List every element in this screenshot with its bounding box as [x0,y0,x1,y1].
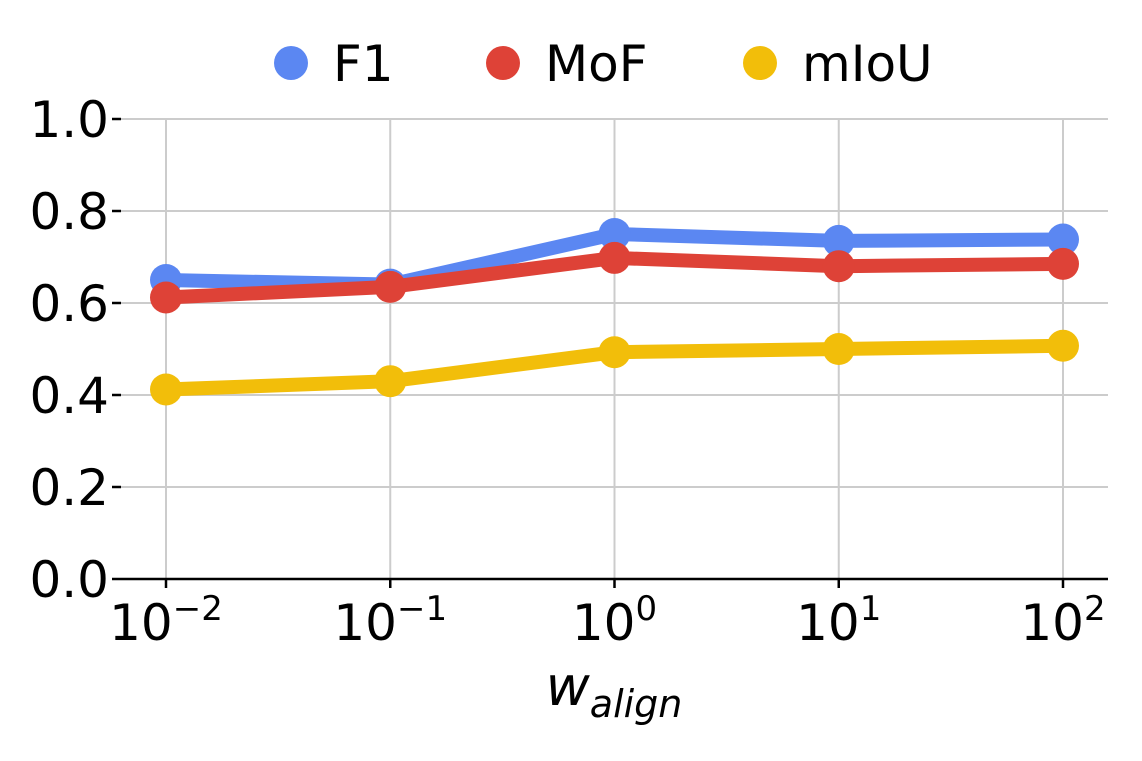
legend: F1 MoF mIoU [274,35,933,93]
x-tick-label: 101 [796,589,881,652]
legend-marker [486,46,520,80]
y-tick-label: 0.4 [29,367,109,425]
x-axis-title-subscript: align [590,682,683,726]
tick-labels: 0.00.20.40.60.81.010−2 10−1 100 101 102 [29,91,1105,652]
x-axis-title: walign [546,655,683,726]
data-point [374,270,407,303]
x-tick-label-exponent: 0 [635,589,657,629]
data-point [150,373,182,406]
x-tick-label-exponent: −1 [397,589,447,629]
x-axis-title-main: w [546,655,591,718]
y-tick-label: 0.0 [29,551,109,609]
data-point [822,224,855,257]
x-tick-label: 10−2 [109,589,223,652]
data-point [374,365,407,398]
legend-label: F1 [333,35,394,93]
x-tick-label-exponent: 2 [1084,589,1106,629]
y-tick-label: 0.2 [29,459,109,517]
y-tick-label: 0.8 [29,183,109,241]
data-point [598,241,631,274]
x-tick-label-base: 10 [572,594,636,652]
data-point [1047,329,1079,362]
x-tick-label-base: 10 [333,594,397,652]
axes [112,117,1108,588]
x-tick-label-base: 10 [796,594,860,652]
data-point [598,218,631,250]
data-point [1047,223,1079,256]
legend-label: MoF [545,35,648,93]
x-tick-label-base: 10 [109,594,173,652]
x-tick-label-base: 10 [1020,594,1084,652]
x-tick-label-exponent: −2 [173,589,223,629]
x-tick-label: 100 [572,589,657,652]
y-tick-label: 1.0 [29,91,109,149]
x-tick-label-exponent: 1 [860,589,882,629]
grid [121,118,1108,579]
x-tick-label: 102 [1020,589,1105,652]
x-tick-label: 10−1 [333,589,447,652]
data-point [150,281,182,314]
series-lines [150,218,1079,406]
data-point [822,333,855,365]
data-point [1047,247,1079,280]
data-point [598,336,631,369]
legend-label: mIoU [802,35,933,93]
legend-marker [274,46,308,80]
legend-marker [743,46,777,80]
y-tick-label: 0.6 [29,275,109,333]
data-point [822,250,855,283]
